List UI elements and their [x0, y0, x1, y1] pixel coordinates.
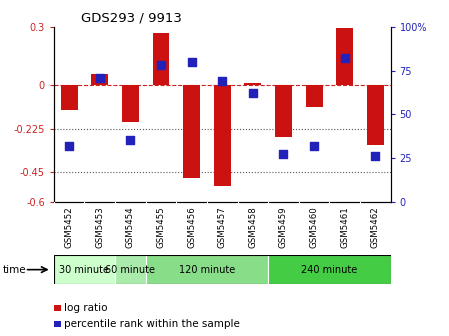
- Text: GSM5452: GSM5452: [65, 206, 74, 248]
- Text: GSM5455: GSM5455: [157, 206, 166, 248]
- Bar: [115, 255, 146, 284]
- Bar: [146, 255, 268, 284]
- Bar: [367, 85, 384, 145]
- Bar: [61, 85, 78, 110]
- Text: GDS293 / 9913: GDS293 / 9913: [81, 11, 182, 24]
- Text: 60 minute: 60 minute: [106, 265, 155, 275]
- Bar: [275, 85, 292, 136]
- Point: [96, 75, 103, 80]
- Point: [311, 143, 318, 149]
- Bar: [92, 75, 108, 85]
- Text: 120 minute: 120 minute: [179, 265, 235, 275]
- Text: time: time: [2, 265, 26, 275]
- Text: log ratio: log ratio: [64, 303, 107, 313]
- Bar: [336, 28, 353, 85]
- Bar: [244, 83, 261, 85]
- Point: [280, 152, 287, 157]
- Point: [219, 78, 226, 84]
- Text: GSM5457: GSM5457: [218, 206, 227, 248]
- Text: GSM5456: GSM5456: [187, 206, 196, 248]
- Text: GSM5453: GSM5453: [95, 206, 104, 248]
- Text: GSM5460: GSM5460: [310, 206, 319, 248]
- Point: [372, 154, 379, 159]
- Bar: [54, 255, 115, 284]
- Text: 30 minute: 30 minute: [60, 265, 110, 275]
- Point: [341, 56, 348, 61]
- Text: percentile rank within the sample: percentile rank within the sample: [64, 319, 240, 329]
- Point: [66, 143, 73, 149]
- Point: [249, 91, 256, 96]
- Text: GSM5462: GSM5462: [371, 206, 380, 248]
- Text: GSM5459: GSM5459: [279, 206, 288, 248]
- Point: [158, 62, 165, 68]
- Text: GSM5461: GSM5461: [340, 206, 349, 248]
- Bar: [183, 85, 200, 178]
- Point: [127, 138, 134, 143]
- Text: GSM5454: GSM5454: [126, 206, 135, 248]
- Bar: [214, 85, 231, 186]
- Text: 240 minute: 240 minute: [301, 265, 357, 275]
- Bar: [122, 85, 139, 122]
- Bar: [306, 85, 322, 108]
- Text: GSM5458: GSM5458: [248, 206, 257, 248]
- Point: [188, 59, 195, 65]
- Bar: [268, 255, 391, 284]
- Bar: [153, 33, 169, 85]
